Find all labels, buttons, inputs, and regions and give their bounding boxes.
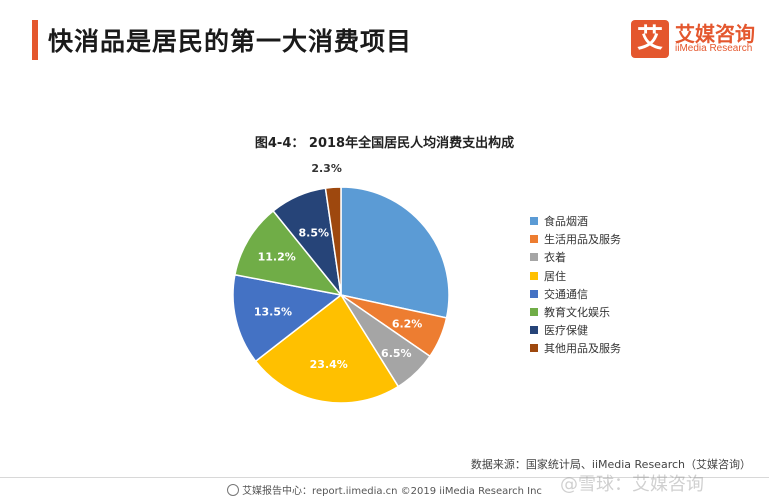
legend-label: 生活用品及服务 [544, 233, 621, 247]
legend-item-4: 居住 [530, 267, 621, 285]
pie-label-2: 6.2% [392, 318, 423, 331]
footer: 艾媒报告中心：report.iimedia.cn ©2019 iiMedia R… [0, 482, 769, 497]
logo-name-en: iiMedia Research [675, 43, 753, 54]
pie-label-4: 23.4% [310, 358, 348, 371]
legend-item-1: 食品烟酒 [530, 212, 621, 230]
watermark: @雪球：艾媒咨询 [560, 474, 704, 495]
pie-slice-1 [340, 186, 450, 319]
legend-item-3: 衣着 [530, 248, 621, 266]
footer-divider [0, 477, 769, 478]
legend-label: 交通通信 [544, 287, 588, 301]
pie-slice-5 [232, 273, 343, 363]
legend-item-8: 其他用品及服务 [530, 339, 621, 357]
legend-swatch [530, 217, 538, 226]
chart-title: 图4-4： 2018年全国居民人均消费支出构成 [254, 136, 515, 151]
title-accent-bar [32, 20, 38, 60]
legend-item-6: 教育文化娱乐 [530, 303, 621, 321]
legend-swatch [530, 253, 538, 262]
globe-icon [227, 484, 240, 496]
data-source: 数据来源：国家统计局、iiMedia Research（艾媒咨询） [470, 458, 751, 471]
pie-label-6: 11.2% [258, 250, 296, 263]
legend-swatch [530, 344, 538, 353]
legend-swatch [530, 308, 538, 317]
legend-label: 教育文化娱乐 [544, 306, 610, 320]
pie-slice-4 [254, 293, 400, 404]
pie-slice-6 [234, 209, 343, 297]
legend-label: 其他用品及服务 [544, 342, 621, 356]
footer-text: 艾媒报告中心：report.iimedia.cn ©2019 iiMedia R… [242, 486, 542, 497]
legend-item-5: 交通通信 [530, 285, 621, 303]
legend-label: 居住 [544, 269, 566, 283]
legend-swatch [530, 271, 538, 280]
chart-legend: 食品烟酒生活用品及服务 衣着居住交通通信教育文化娱乐 医疗保健其他用品及服务 [530, 212, 621, 358]
legend-swatch [530, 326, 538, 335]
legend-label: 食品烟酒 [544, 215, 588, 229]
pie-label-5: 13.5% [254, 305, 292, 318]
logo-name-cn: 艾媒咨询 [675, 22, 755, 46]
legend-label: 衣着 [544, 251, 566, 265]
legend-label: 医疗保健 [544, 324, 588, 338]
logo-mark: 艾 [631, 20, 669, 58]
legend-item-7: 医疗保健 [530, 321, 621, 339]
legend-item-2: 生活用品及服务 [530, 230, 621, 248]
page-title: 快消品是居民的第一大消费项目 [48, 27, 413, 56]
pie-slice-8 [324, 186, 342, 296]
pie-label-8: 2.3% [311, 162, 342, 175]
pie-label-3: 6.5% [381, 347, 412, 360]
pie-label-7: 8.5% [299, 227, 330, 240]
logo: 艾 艾媒咨询 iiMedia Research [631, 18, 761, 62]
legend-swatch [530, 289, 538, 298]
legend-swatch [530, 235, 538, 244]
